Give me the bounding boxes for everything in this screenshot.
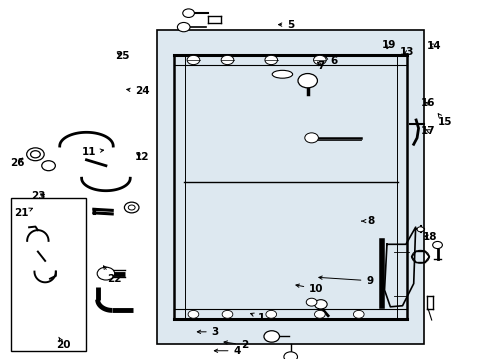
Text: 3: 3 [197,327,219,337]
Text: 6: 6 [325,56,337,66]
Text: 26: 26 [10,158,24,168]
Text: 17: 17 [420,126,435,136]
Text: 16: 16 [420,98,435,108]
Circle shape [177,22,190,32]
Text: 1: 1 [250,312,264,323]
Text: 15: 15 [437,114,451,127]
Text: 25: 25 [115,51,129,61]
Text: 19: 19 [381,40,395,50]
Circle shape [416,227,423,232]
Bar [157,30,424,344]
Text: 18: 18 [422,232,437,242]
Circle shape [128,205,135,210]
Circle shape [265,310,276,318]
Circle shape [353,310,364,318]
Circle shape [187,55,200,64]
Bar [11,198,86,351]
Circle shape [222,310,232,318]
Text: 23: 23 [31,191,45,201]
Text: 2: 2 [224,340,247,350]
Text: 10: 10 [295,284,323,294]
Ellipse shape [272,70,292,78]
Text: 12: 12 [135,152,149,162]
Circle shape [304,133,318,143]
Circle shape [183,9,194,18]
Circle shape [97,267,115,280]
Circle shape [432,242,442,249]
Circle shape [188,310,199,318]
Circle shape [305,298,316,306]
Circle shape [313,55,325,64]
Text: 7: 7 [317,62,325,71]
Circle shape [314,310,325,318]
Circle shape [221,55,233,64]
Text: 4: 4 [214,346,241,356]
Circle shape [124,202,139,213]
Text: 11: 11 [81,147,103,157]
Circle shape [297,73,317,88]
Text: 13: 13 [399,47,414,57]
Circle shape [284,352,297,360]
Text: 24: 24 [126,86,149,96]
Circle shape [264,331,279,342]
Text: 21: 21 [15,208,32,218]
Text: 22: 22 [103,266,121,284]
Circle shape [264,55,277,64]
Text: 20: 20 [56,337,71,350]
Text: 9: 9 [318,276,373,286]
Text: 8: 8 [361,216,374,226]
Text: 5: 5 [278,19,294,30]
Text: 14: 14 [426,41,441,51]
Circle shape [314,300,326,309]
